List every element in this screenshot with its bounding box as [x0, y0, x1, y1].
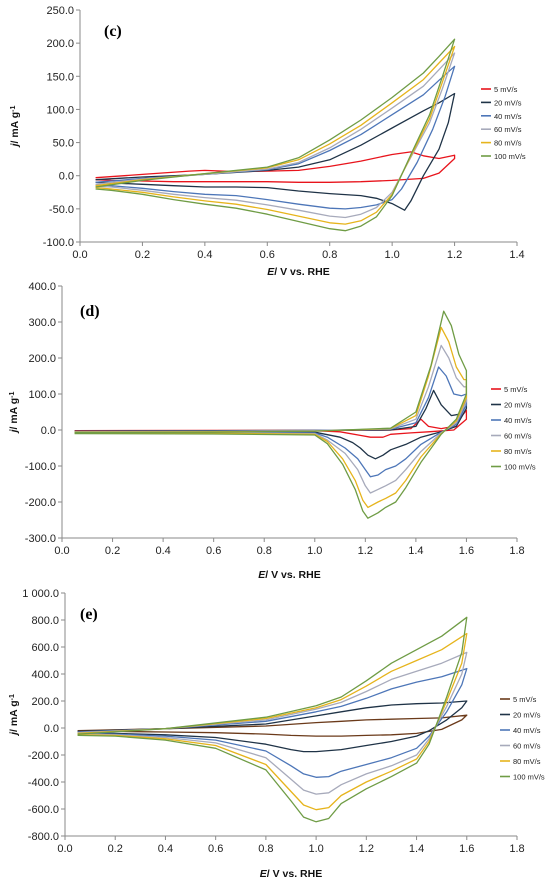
series-line-20mvs	[95, 92, 456, 211]
x-tick-label: 0.4	[158, 843, 173, 855]
x-tick-label: 0.8	[322, 249, 337, 261]
x-tick-label: 1.4	[409, 843, 424, 855]
y-tick-label: 150.0	[46, 71, 74, 83]
legend-label: 60 mV/s	[494, 125, 522, 134]
x-tick-label: 1.6	[459, 545, 474, 557]
legend-label: 80 mV/s	[504, 447, 532, 456]
x-tick-label: 1.8	[509, 545, 524, 557]
y-tick-label: 200.0	[31, 696, 59, 708]
x-tick-label: 1.6	[459, 843, 474, 855]
x-axis-title: E/ V vs. RHE	[258, 569, 320, 581]
x-tick-label: 1.0	[307, 545, 322, 557]
legend-label: 40 mV/s	[504, 416, 532, 425]
x-tick-label: 1.4	[509, 249, 524, 261]
legend-label: 80 mV/s	[494, 139, 522, 148]
legend-label: 60 mV/s	[504, 432, 532, 441]
y-tick-label: -300.0	[25, 533, 56, 545]
y-tick-label: 100.0	[46, 104, 74, 116]
series-line-40mvs	[77, 667, 468, 778]
series-line-5mvs	[74, 409, 468, 438]
chart-panel-d: 0.0 0.2 0.4 0.6 0.8 1.0 1.2 1.4 1.6 1.8 -300.0 -200…	[8, 281, 536, 581]
y-tick-label: 250.0	[46, 5, 74, 17]
y-tick-label: -600.0	[28, 804, 59, 816]
y-tick-label: -200.0	[25, 497, 56, 509]
x-tick-label: 1.2	[359, 843, 374, 855]
y-tick-label: 300.0	[28, 317, 56, 329]
y-tick-label: 400.0	[31, 669, 59, 681]
x-tick-label: 0.6	[208, 843, 223, 855]
panel-label: (c)	[104, 23, 122, 40]
y-tick-label: 200.0	[28, 353, 56, 365]
legend-label: 40 mV/s	[513, 726, 541, 735]
legend-label: 20 mV/s	[494, 98, 522, 107]
y-axis-title: j/ mA g-1	[9, 105, 21, 148]
y-tick-label: 400.0	[28, 281, 56, 293]
series-line-80mvs	[95, 45, 456, 225]
legend-label: 20 mV/s	[504, 401, 532, 410]
x-tick-label: 0.0	[54, 545, 69, 557]
x-tick-label: 0.6	[260, 249, 275, 261]
y-tick-label: 0.0	[41, 425, 56, 437]
legend-label: 40 mV/s	[494, 112, 522, 121]
series-line-5mvs	[77, 714, 468, 737]
y-tick-label: 0.0	[59, 171, 74, 183]
y-tick-label: -50.0	[49, 204, 74, 216]
x-tick-label: 0.2	[105, 545, 120, 557]
y-tick-label: 100.0	[28, 389, 56, 401]
x-tick-label: 0.2	[135, 249, 150, 261]
series-line-40mvs	[95, 65, 456, 210]
y-tick-label: -100.0	[25, 461, 56, 473]
y-tick-label: 50.0	[53, 138, 74, 150]
legend-label: 100 mV/s	[494, 152, 526, 161]
panel-label: (e)	[80, 606, 98, 623]
x-tick-label: 0.2	[108, 843, 123, 855]
x-tick-label: 0.4	[155, 545, 170, 557]
x-axis-title: E/ V vs. RHE	[267, 266, 329, 278]
panel-label: (d)	[80, 303, 100, 320]
legend-label: 5 mV/s	[504, 385, 528, 394]
y-tick-label: 600.0	[31, 642, 59, 654]
series-line-100mvs	[95, 38, 456, 232]
legend-label: 20 mV/s	[513, 711, 541, 720]
legend-label: 5 mV/s	[513, 695, 537, 704]
chart-panel-c: 0.0 0.2 0.4 0.6 0.8 1.0 1.2 1.4 -100.0 -50.0 0.0 50…	[9, 5, 526, 278]
y-tick-label: 0.0	[44, 723, 59, 735]
legend-label: 100 mV/s	[513, 773, 545, 782]
legend-label: 80 mV/s	[513, 757, 541, 766]
y-tick-label: 1 000.0	[22, 588, 59, 600]
y-tick-label: 200.0	[46, 38, 74, 50]
y-tick-label: -800.0	[28, 831, 59, 843]
chart-panel-e: 0.0 0.2 0.4 0.6 0.8 1.0 1.2 1.4 1.6 1.8 -800.0 -600…	[8, 588, 545, 880]
y-tick-label: -100.0	[43, 237, 74, 249]
y-tick-label: 800.0	[31, 615, 59, 627]
series-line-20mvs	[77, 700, 468, 753]
x-tick-label: 1.2	[447, 249, 462, 261]
legend-label: 60 mV/s	[513, 742, 541, 751]
x-tick-label: 1.0	[384, 249, 399, 261]
x-tick-label: 0.0	[57, 843, 72, 855]
x-axis-title: E/ V vs. RHE	[260, 868, 322, 880]
x-tick-label: 0.4	[197, 249, 212, 261]
x-tick-label: 0.8	[258, 843, 273, 855]
y-axis-title: j/ mA g-1	[8, 391, 20, 434]
y-axis-title: j/ mA g-1	[8, 694, 20, 737]
x-tick-label: 0.8	[257, 545, 272, 557]
x-tick-label: 0.6	[206, 545, 221, 557]
x-tick-label: 1.8	[509, 843, 524, 855]
y-tick-label: -400.0	[28, 777, 59, 789]
x-tick-label: 1.2	[358, 545, 373, 557]
x-tick-label: 0.0	[72, 249, 87, 261]
series-line-60mvs	[77, 651, 468, 795]
x-tick-label: 1.4	[408, 545, 423, 557]
legend-label: 100 mV/s	[504, 463, 536, 472]
series-line-100mvs	[77, 616, 468, 823]
legend-label: 5 mV/s	[494, 85, 518, 94]
y-tick-label: -200.0	[28, 750, 59, 762]
series-line-80mvs	[77, 632, 468, 811]
series-line-100mvs	[74, 310, 468, 519]
x-tick-label: 1.0	[308, 843, 323, 855]
